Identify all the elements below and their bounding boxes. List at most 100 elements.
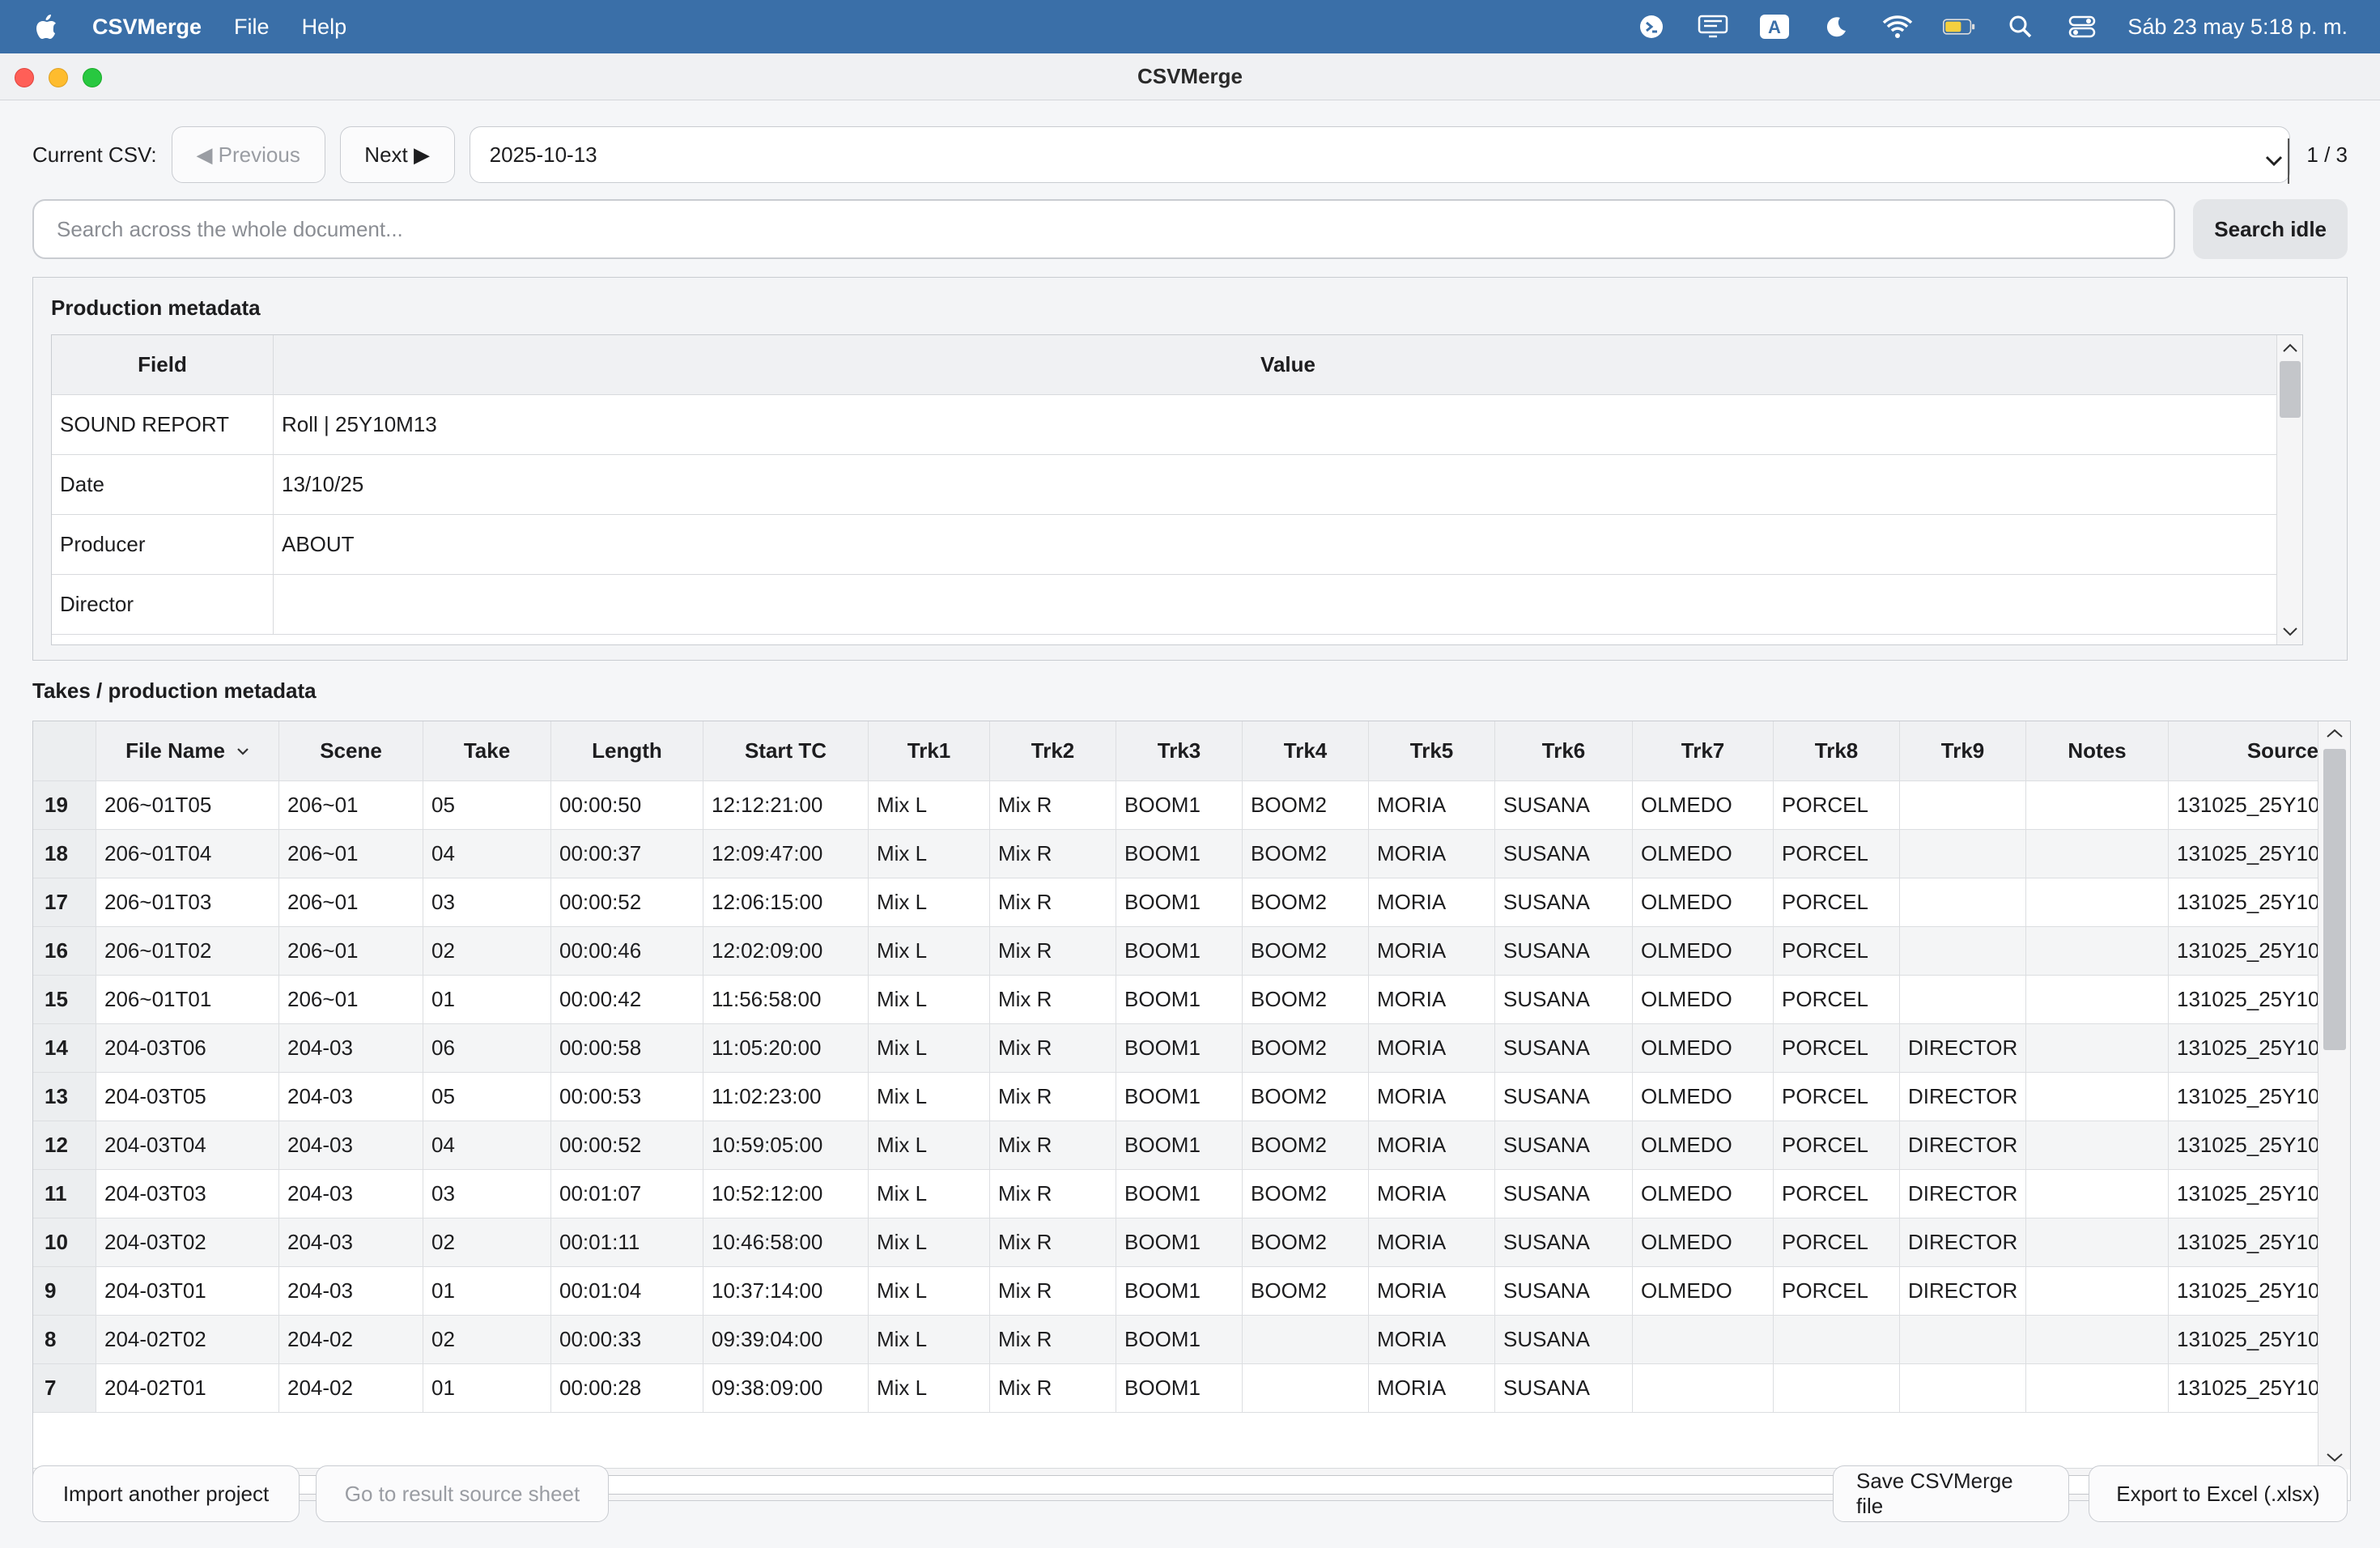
cell-trk4[interactable]: BOOM2 [1243,781,1369,829]
cell-trk3[interactable]: BOOM1 [1116,878,1243,926]
cell-trk1[interactable]: Mix L [869,1024,990,1072]
cell-trk2[interactable]: Mix R [990,781,1116,829]
cell-file-name[interactable]: 206~01T01 [96,976,279,1023]
cell-file-name[interactable]: 204-03T02 [96,1218,279,1266]
close-window-button[interactable] [15,68,34,87]
cell-length[interactable]: 00:00:28 [551,1364,703,1412]
cell-trk5[interactable]: MORIA [1369,976,1495,1023]
cell-length[interactable]: 00:00:50 [551,781,703,829]
takes-vertical-scrollbar[interactable] [2318,721,2350,1469]
cell-trk7[interactable] [1633,1316,1774,1363]
table-row[interactable]: 10 204-03T02 204-03 02 00:01:11 10:46:58:00 Mi… [33,1218,2319,1267]
cell-trk2[interactable]: Mix R [990,830,1116,878]
apple-icon[interactable] [32,13,60,40]
cell-trk3[interactable]: BOOM1 [1116,830,1243,878]
cell-trk8[interactable]: PORCEL [1774,1267,1900,1315]
column-header-trk5[interactable]: Trk5 [1369,721,1495,780]
cell-trk1[interactable]: Mix L [869,1073,990,1121]
cell-start-tc[interactable]: 12:02:09:00 [703,927,869,975]
cell-trk1[interactable]: Mix L [869,1316,990,1363]
cell-trk3[interactable]: BOOM1 [1116,1024,1243,1072]
cell-trk8[interactable]: PORCEL [1774,1024,1900,1072]
cell-trk2[interactable]: Mix R [990,878,1116,926]
cell-trk7[interactable]: OLMEDO [1633,878,1774,926]
cell-notes[interactable] [2026,1073,2169,1121]
cell-trk4[interactable]: BOOM2 [1243,1121,1369,1169]
cell-take[interactable]: 04 [423,830,551,878]
cell-source[interactable]: 131025_25Y10 [2169,1316,2319,1363]
cell-length[interactable]: 00:00:53 [551,1073,703,1121]
cell-length[interactable]: 00:00:52 [551,1121,703,1169]
cell-length[interactable]: 00:00:46 [551,927,703,975]
cell-trk7[interactable]: OLMEDO [1633,1170,1774,1218]
column-header-trk8[interactable]: Trk8 [1774,721,1900,780]
cell-trk1[interactable]: Mix L [869,1121,990,1169]
cell-trk2[interactable]: Mix R [990,1073,1116,1121]
cell-trk8[interactable]: PORCEL [1774,976,1900,1023]
cell-file-name[interactable]: 204-03T05 [96,1073,279,1121]
column-header-trk4[interactable]: Trk4 [1243,721,1369,780]
moon-icon[interactable] [1820,12,1852,41]
cell-file-name[interactable]: 204-03T01 [96,1267,279,1315]
cell-trk8[interactable]: PORCEL [1774,781,1900,829]
cell-trk9[interactable]: DIRECTOR [1900,1218,2026,1266]
cell-trk7[interactable]: OLMEDO [1633,1218,1774,1266]
cell-source[interactable]: 131025_25Y10 [2169,1121,2319,1169]
table-row[interactable]: 16 206~01T02 206~01 02 00:00:46 12:02:09:00 Mi… [33,927,2319,976]
cell-trk4[interactable]: BOOM2 [1243,1267,1369,1315]
search-status-button[interactable]: Search idle [2193,199,2348,259]
column-header-source[interactable]: Source [2169,721,2319,780]
cell-scene[interactable]: 204-03 [279,1073,423,1121]
import-project-button[interactable]: Import another project [32,1465,300,1522]
cell-notes[interactable] [2026,976,2169,1023]
cell-trk6[interactable]: SUSANA [1495,1364,1633,1412]
cell-trk6[interactable]: SUSANA [1495,1316,1633,1363]
cell-trk3[interactable]: BOOM1 [1116,1170,1243,1218]
cell-length[interactable]: 00:00:42 [551,976,703,1023]
cell-trk7[interactable]: OLMEDO [1633,781,1774,829]
row-number[interactable]: 11 [33,1170,96,1218]
cell-trk1[interactable]: Mix L [869,1218,990,1266]
cell-take[interactable]: 01 [423,1364,551,1412]
cell-trk3[interactable]: BOOM1 [1116,1316,1243,1363]
cell-trk9[interactable]: DIRECTOR [1900,1121,2026,1169]
search-input[interactable]: Search across the whole document... [32,199,2176,259]
cell-trk5[interactable]: MORIA [1369,781,1495,829]
column-header-trk3[interactable]: Trk3 [1116,721,1243,780]
cell-scene[interactable]: 206~01 [279,781,423,829]
cell-trk4[interactable] [1243,1316,1369,1363]
cell-start-tc[interactable]: 12:06:15:00 [703,878,869,926]
display-icon[interactable] [1697,12,1729,41]
scroll-down-icon[interactable] [2277,620,2302,643]
cell-trk2[interactable]: Mix R [990,1170,1116,1218]
takes-vertical-scroll-thumb[interactable] [2323,749,2346,1050]
cell-source[interactable]: 131025_25Y10 [2169,781,2319,829]
cell-trk3[interactable]: BOOM1 [1116,1364,1243,1412]
cell-trk4[interactable]: BOOM2 [1243,830,1369,878]
cell-trk7[interactable]: OLMEDO [1633,927,1774,975]
table-row[interactable]: 11 204-03T03 204-03 03 00:01:07 10:52:12:00 Mi… [33,1170,2319,1218]
table-row[interactable]: 12 204-03T04 204-03 04 00:00:52 10:59:05:00 Mi… [33,1121,2319,1170]
cell-length[interactable]: 00:00:58 [551,1024,703,1072]
cell-start-tc[interactable]: 10:37:14:00 [703,1267,869,1315]
column-header-trk2[interactable]: Trk2 [990,721,1116,780]
cell-scene[interactable]: 204-02 [279,1316,423,1363]
cell-trk6[interactable]: SUSANA [1495,830,1633,878]
cell-file-name[interactable]: 204-02T02 [96,1316,279,1363]
cell-trk3[interactable]: BOOM1 [1116,976,1243,1023]
row-number[interactable]: 9 [33,1267,96,1315]
cell-source[interactable]: 131025_25Y10 [2169,976,2319,1023]
cell-scene[interactable]: 204-02 [279,1364,423,1412]
cell-trk9[interactable] [1900,878,2026,926]
cell-scene[interactable]: 206~01 [279,830,423,878]
cell-trk6[interactable]: SUSANA [1495,1073,1633,1121]
cell-trk6[interactable]: SUSANA [1495,1170,1633,1218]
cell-source[interactable]: 131025_25Y10 [2169,927,2319,975]
cell-scene[interactable]: 206~01 [279,878,423,926]
metadata-value[interactable] [274,575,2302,634]
cell-start-tc[interactable]: 11:56:58:00 [703,976,869,1023]
column-header-start-tc[interactable]: Start TC [703,721,869,780]
metadata-row[interactable]: Date 13/10/25 [52,455,2302,515]
cell-notes[interactable] [2026,1024,2169,1072]
cell-trk5[interactable]: MORIA [1369,1364,1495,1412]
